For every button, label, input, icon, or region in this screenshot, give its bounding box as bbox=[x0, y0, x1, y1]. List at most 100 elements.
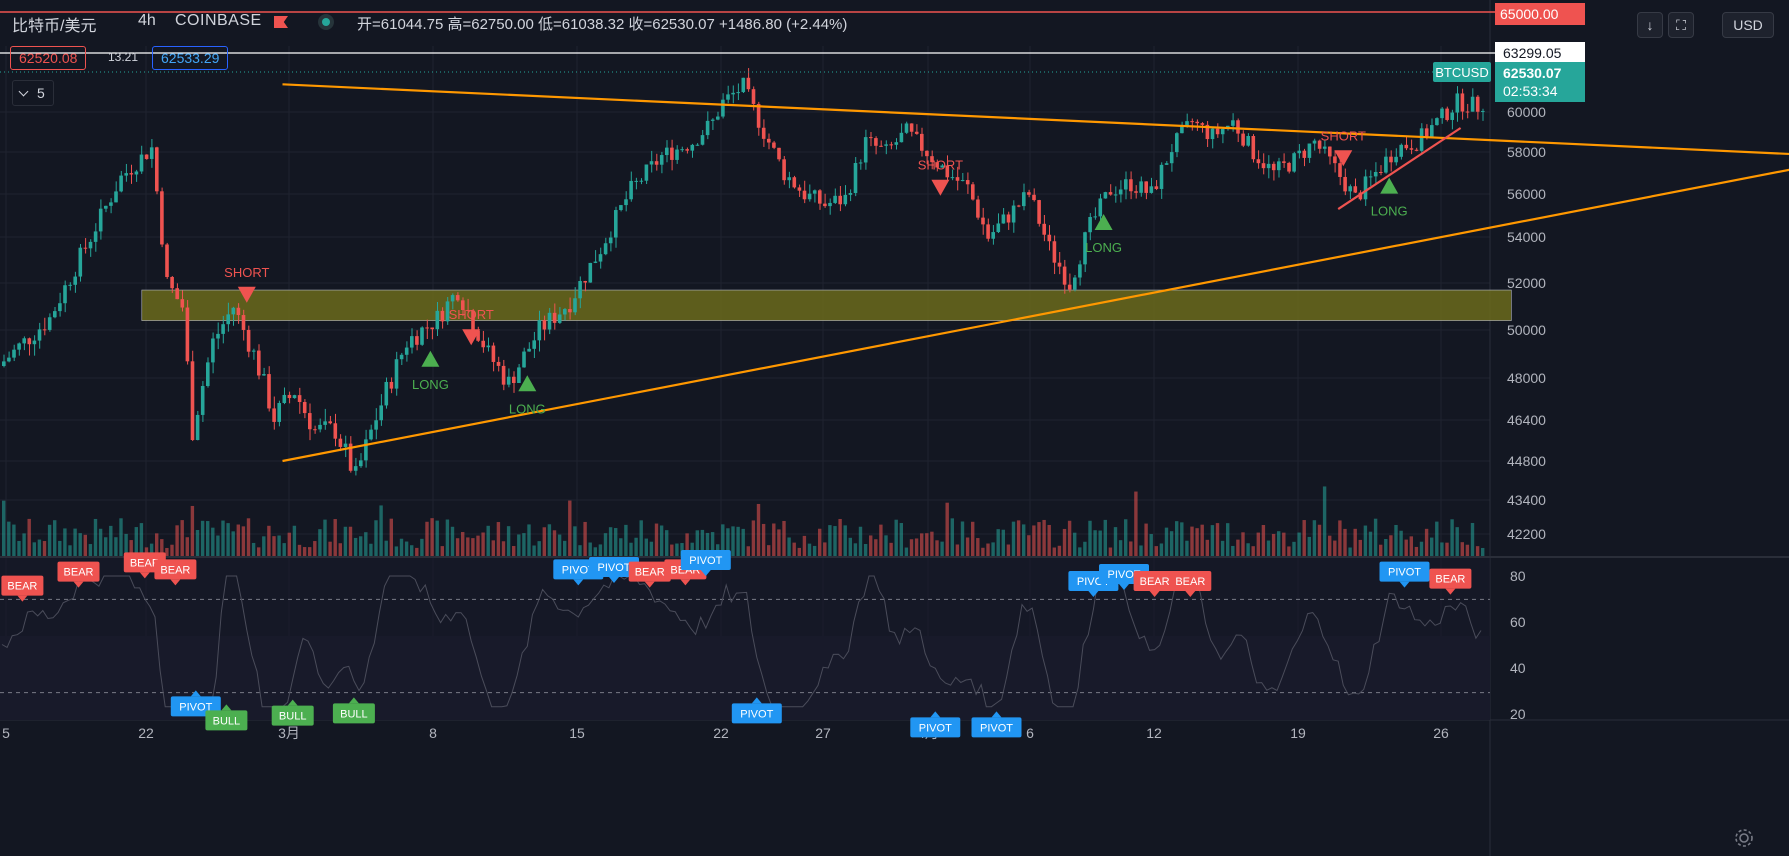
volume-bar bbox=[1108, 547, 1113, 556]
volume-bar bbox=[517, 534, 521, 556]
volume-bar bbox=[756, 503, 761, 556]
volume-bar bbox=[685, 533, 689, 556]
volume-bar bbox=[710, 532, 715, 556]
short-signal-label: SHORT bbox=[449, 307, 494, 322]
candle-body bbox=[1266, 163, 1271, 169]
volume-bar bbox=[506, 526, 511, 556]
candle-body bbox=[818, 190, 822, 204]
symbol-title[interactable]: 比特币/美元 bbox=[12, 18, 97, 35]
volume-bar bbox=[1409, 536, 1413, 556]
volume-bar bbox=[665, 530, 669, 556]
volume-bar bbox=[879, 524, 883, 556]
scroll-down-button[interactable]: ↓ bbox=[1637, 12, 1663, 38]
volume-bar bbox=[313, 541, 317, 556]
badge-pointer-icon bbox=[1399, 581, 1410, 588]
volume-bar bbox=[981, 547, 985, 556]
volume-bar bbox=[568, 500, 572, 556]
candle-body bbox=[1236, 120, 1240, 134]
rsi-signal-label: BEAR bbox=[1175, 576, 1205, 588]
candle-body bbox=[522, 351, 526, 368]
candle-body bbox=[1073, 277, 1077, 290]
volume-bar bbox=[1404, 539, 1408, 556]
candle-body bbox=[1435, 118, 1439, 126]
candle-body bbox=[1190, 121, 1194, 123]
symbol-tag bbox=[1433, 62, 1491, 82]
rsi-line bbox=[1, 574, 1482, 708]
candle-body bbox=[404, 347, 409, 355]
candle-body bbox=[1205, 124, 1210, 140]
volume-bar bbox=[195, 529, 200, 556]
candle-body bbox=[379, 405, 383, 421]
volume-bar bbox=[394, 546, 399, 556]
volume-bar bbox=[1006, 544, 1011, 556]
candle-body bbox=[165, 244, 169, 277]
last-price-tag bbox=[1495, 62, 1585, 102]
volume-bar bbox=[1042, 519, 1046, 556]
candle-body bbox=[211, 338, 215, 363]
candle-body bbox=[1460, 93, 1465, 112]
candle-body bbox=[1328, 146, 1332, 157]
candle-body bbox=[343, 443, 348, 447]
candle-body bbox=[552, 312, 557, 323]
candle-body bbox=[517, 367, 521, 383]
candle-body bbox=[1006, 214, 1011, 223]
volume-bar bbox=[853, 543, 858, 556]
candle-body bbox=[195, 414, 200, 441]
candle-body bbox=[1057, 262, 1062, 267]
gear-icon[interactable] bbox=[1733, 827, 1755, 849]
volume-bar bbox=[1057, 545, 1062, 556]
volume-bar bbox=[53, 520, 57, 556]
candle-body bbox=[58, 303, 62, 312]
candle-body bbox=[440, 310, 445, 322]
bid-price[interactable]: 62520.08 bbox=[10, 46, 87, 70]
candle-body bbox=[1093, 216, 1097, 218]
volume-bar bbox=[1379, 544, 1383, 556]
candle-body bbox=[1430, 125, 1434, 137]
currency-button[interactable]: USD bbox=[1722, 12, 1774, 38]
last-price-value: 62530.07 bbox=[1503, 65, 1562, 81]
volume-bar bbox=[501, 541, 506, 556]
candle-body bbox=[1409, 148, 1414, 150]
alert-price-tag bbox=[1495, 3, 1585, 25]
candle-body bbox=[353, 466, 358, 471]
candle-body bbox=[384, 381, 389, 406]
candle-body bbox=[767, 138, 771, 143]
candle-body bbox=[772, 142, 776, 148]
volume-bar bbox=[22, 533, 26, 556]
volume-bar bbox=[88, 544, 93, 556]
flag-icon[interactable] bbox=[274, 16, 288, 28]
volume-bar bbox=[1185, 540, 1189, 556]
rsi-signal-label: BEAR bbox=[7, 581, 37, 593]
volume-bar bbox=[206, 521, 210, 556]
volume-bar bbox=[976, 538, 980, 556]
volume-bar bbox=[1164, 527, 1169, 556]
candle-body bbox=[139, 154, 144, 172]
fullscreen-icon: ⛶ bbox=[1676, 17, 1686, 33]
timeframe-label[interactable]: 4h bbox=[138, 12, 156, 29]
fullscreen-button[interactable]: ⛶ bbox=[1668, 12, 1694, 38]
long-signal-label: LONG bbox=[1371, 204, 1408, 219]
indicators-toggle[interactable]: 5 bbox=[12, 80, 54, 106]
volume-bar bbox=[1052, 547, 1056, 556]
badge-pointer-icon bbox=[170, 579, 181, 586]
candle-body bbox=[333, 423, 338, 439]
volume-bar bbox=[960, 521, 965, 556]
candle-body bbox=[1180, 126, 1184, 134]
volume-bar bbox=[746, 546, 750, 556]
candle-body bbox=[624, 199, 628, 206]
volume-bar bbox=[1067, 520, 1072, 556]
candle-body bbox=[78, 247, 83, 277]
candle-body bbox=[12, 349, 16, 358]
candle-body bbox=[455, 295, 460, 301]
candle-body bbox=[486, 345, 491, 348]
candle-body bbox=[42, 329, 47, 331]
price-tick-label: 46400 bbox=[1507, 412, 1546, 428]
candle-body bbox=[1159, 164, 1164, 189]
volume-bar bbox=[996, 529, 1000, 556]
ask-price[interactable]: 62533.29 bbox=[152, 46, 229, 70]
volume-bar bbox=[17, 540, 21, 556]
volume-bar bbox=[573, 526, 577, 556]
time-tick-label: 6 bbox=[1026, 725, 1034, 741]
candles bbox=[2, 68, 1485, 556]
